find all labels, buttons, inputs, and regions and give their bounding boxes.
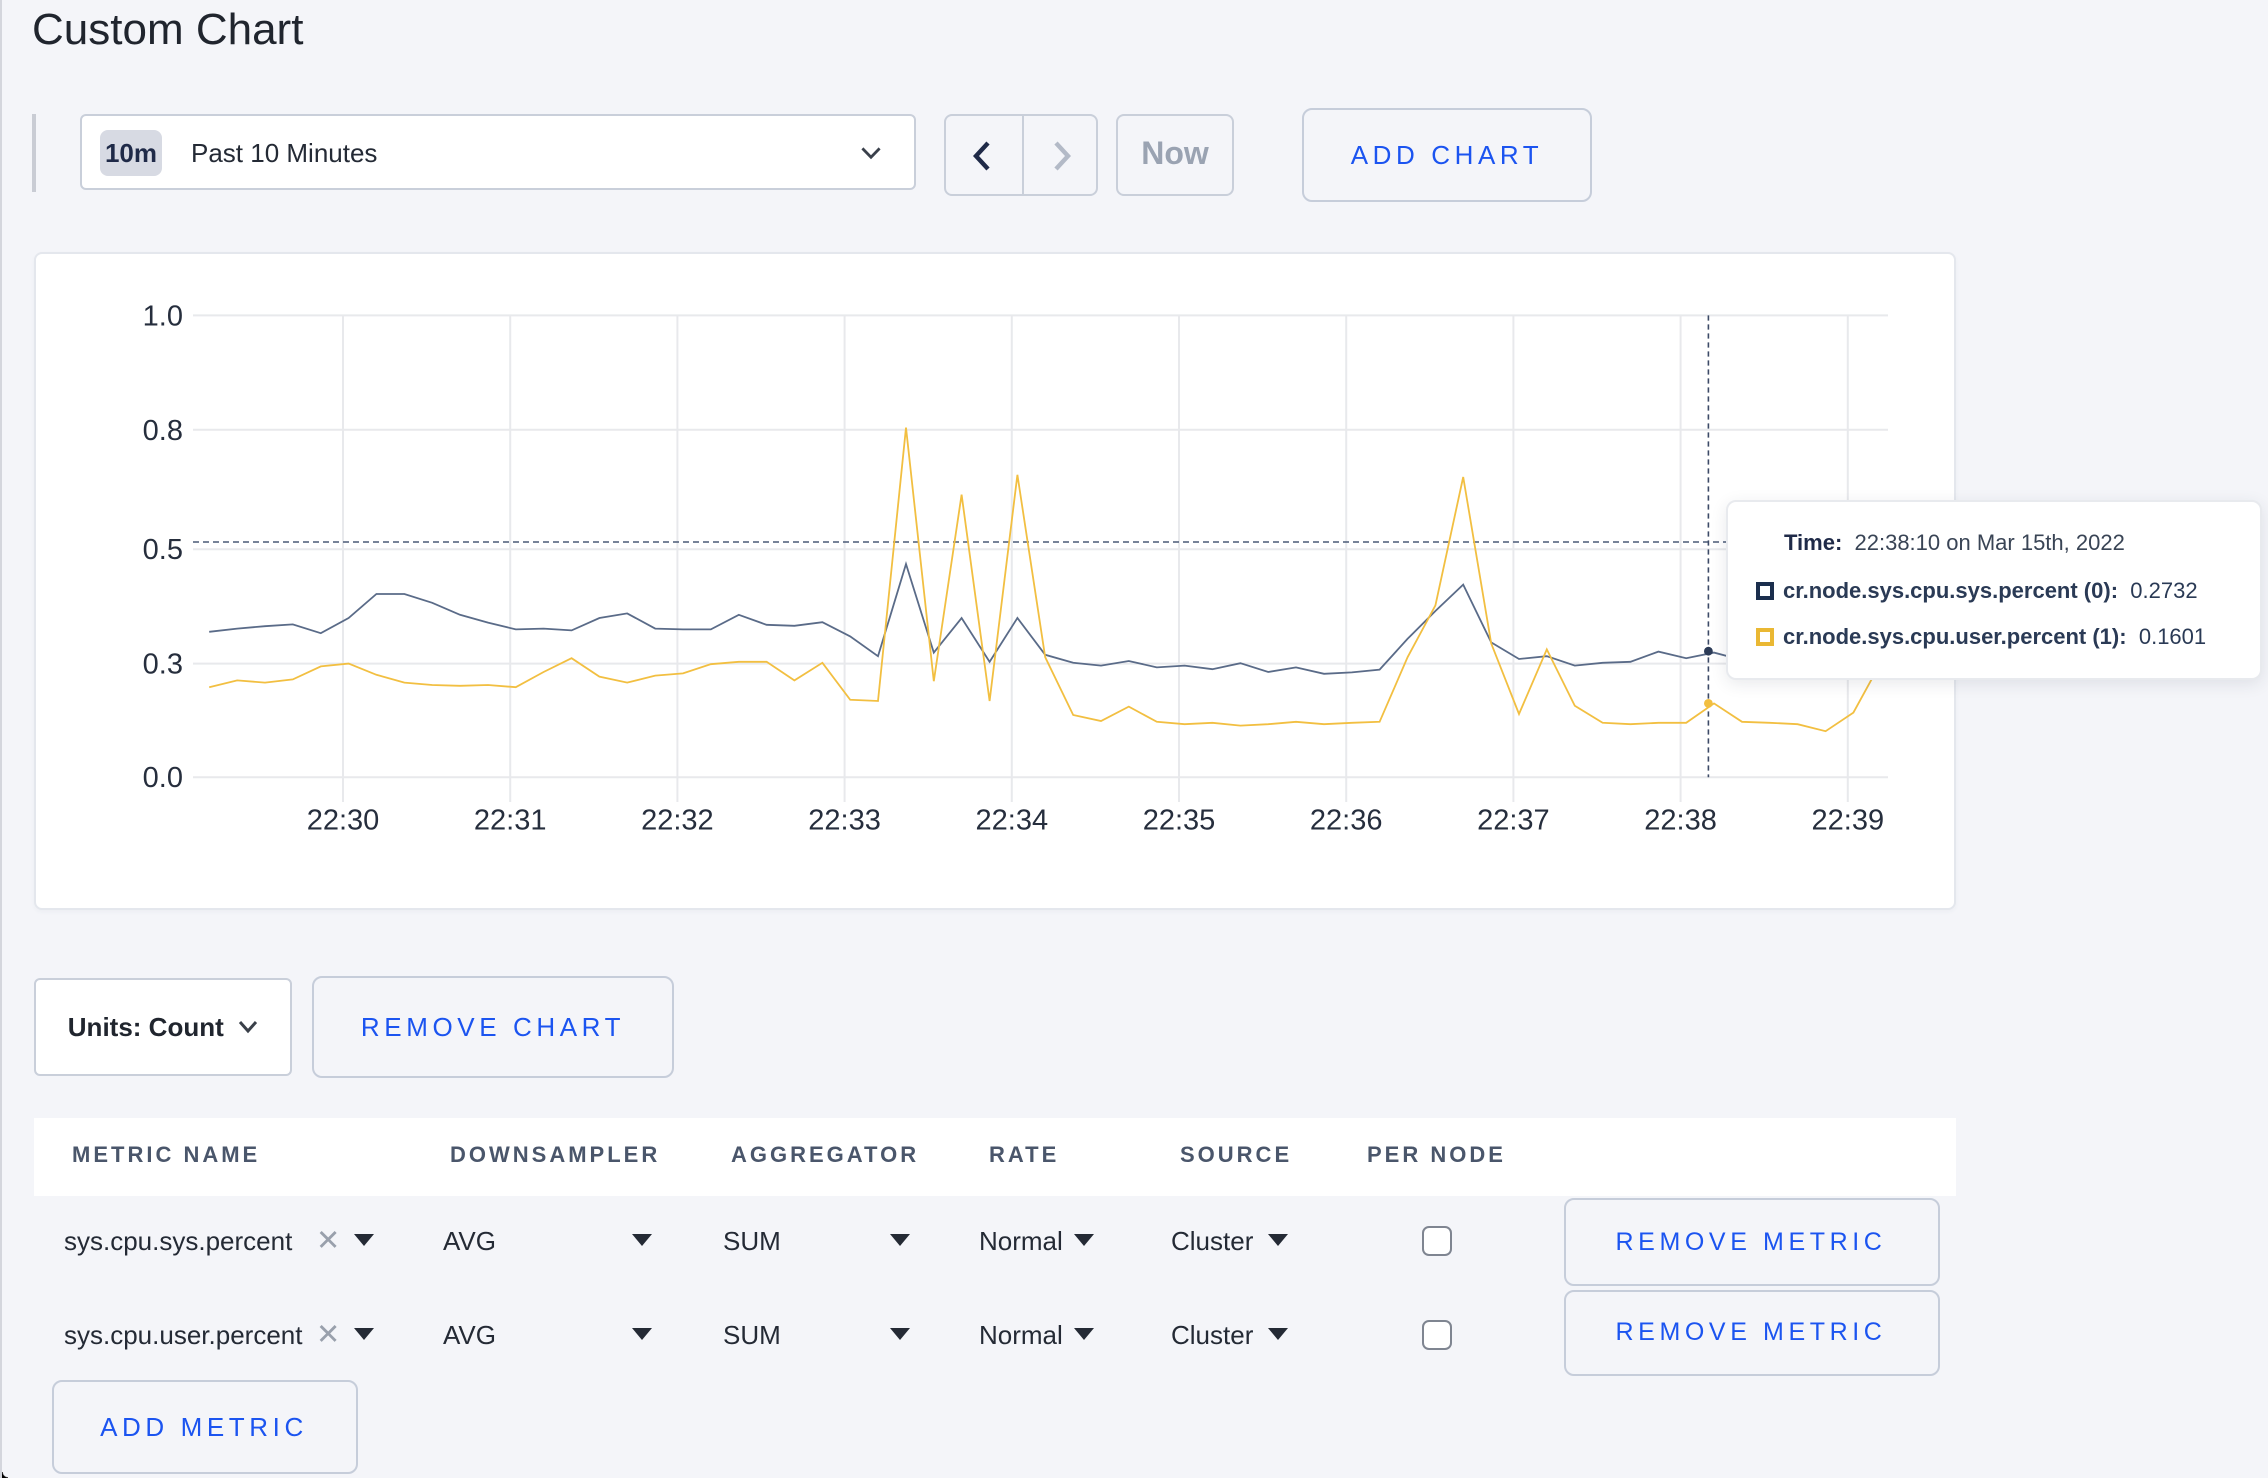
svg-text:0.3: 0.3 [142,649,182,681]
svg-text:0.5: 0.5 [142,534,182,566]
svg-text:22:30: 22:30 [306,804,379,836]
svg-text:0.0: 0.0 [142,762,182,794]
svg-text:0.8: 0.8 [142,415,182,447]
svg-text:22:35: 22:35 [1142,804,1215,836]
svg-text:22:33: 22:33 [807,804,880,836]
svg-text:22:39: 22:39 [1811,804,1884,836]
svg-text:22:37: 22:37 [1476,804,1549,836]
svg-text:22:36: 22:36 [1309,804,1382,836]
svg-text:22:32: 22:32 [640,804,713,836]
svg-text:22:38: 22:38 [1643,804,1716,836]
svg-text:1.0: 1.0 [142,300,182,332]
svg-text:22:31: 22:31 [473,804,546,836]
svg-text:22:34: 22:34 [975,804,1048,836]
